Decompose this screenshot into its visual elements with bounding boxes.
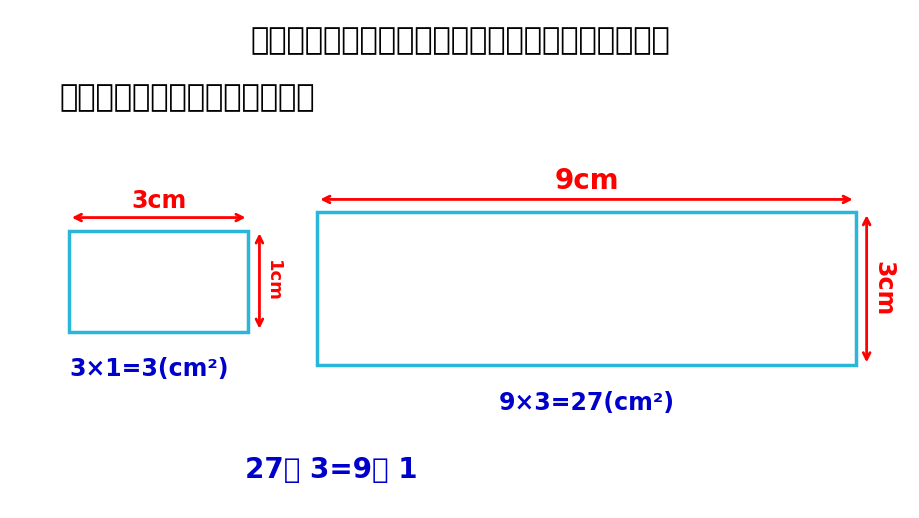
Text: 算一算，看看你估计得对不对。: 算一算，看看你估计得对不对。 bbox=[60, 83, 315, 112]
Bar bbox=[69, 231, 248, 332]
Text: 估计一下大长方形与小长方形面积的比是几比几，再: 估计一下大长方形与小长方形面积的比是几比几，再 bbox=[250, 26, 669, 55]
Text: 3cm: 3cm bbox=[130, 190, 187, 213]
Text: 9cm: 9cm bbox=[553, 167, 618, 195]
Text: 3×1=3(cm²): 3×1=3(cm²) bbox=[70, 357, 229, 381]
Text: 1cm: 1cm bbox=[264, 260, 282, 302]
Bar bbox=[317, 212, 855, 365]
Text: 9×3=27(cm²): 9×3=27(cm²) bbox=[498, 391, 674, 415]
Text: 27： 3=9： 1: 27： 3=9： 1 bbox=[244, 456, 417, 484]
Text: 3cm: 3cm bbox=[870, 261, 894, 316]
